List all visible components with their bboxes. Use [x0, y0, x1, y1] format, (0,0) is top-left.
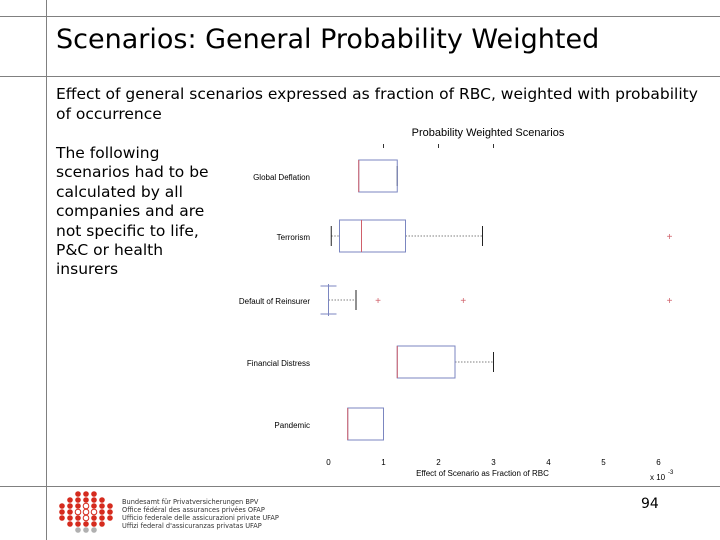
slide-body-text: The following scenarios had to be calcul… — [56, 144, 209, 279]
logo-dot — [82, 502, 90, 510]
logo-dot — [75, 515, 81, 521]
category-label: Default of Reinsurer — [239, 297, 310, 306]
footer-rule — [0, 486, 720, 487]
logo-dot — [91, 515, 97, 521]
category-label: Terrorism — [277, 233, 311, 242]
agency-line-it: Ufficio federale delle assicurazioni pri… — [122, 513, 279, 522]
x-tick-label: 4 — [546, 458, 551, 467]
logo-dot — [67, 497, 73, 503]
logo-dot — [67, 509, 73, 515]
agency-name-block: Bundesamt für Privatversicherungen BPV O… — [122, 498, 279, 531]
logo-dot — [83, 497, 89, 503]
slide-title: Scenarios: General Probability Weighted — [56, 24, 600, 55]
logo-dot — [91, 491, 97, 497]
top-rule — [0, 16, 720, 17]
vertical-rule — [46, 0, 47, 540]
logo-dot — [99, 503, 105, 509]
swiss-confederation-logo — [59, 491, 113, 533]
chart-title: Probability Weighted Scenarios — [412, 127, 565, 139]
logo-dot — [90, 508, 98, 516]
logo-dot — [107, 503, 113, 509]
logo-grid — [59, 491, 113, 533]
box — [347, 407, 384, 441]
logo-dot — [83, 527, 89, 533]
logo-dot — [75, 497, 81, 503]
x-tick-label: 5 — [601, 458, 606, 467]
outlier-marker: + — [667, 296, 673, 307]
agency-line-fr: Office fédéral des assurances privées OF… — [122, 505, 265, 514]
x-tick-label: 3 — [491, 458, 496, 467]
logo-dot — [107, 515, 113, 521]
logo-dot — [75, 491, 81, 497]
category-label: Pandemic — [274, 421, 310, 430]
logo-dot — [91, 497, 97, 503]
page-number: 94 — [641, 496, 659, 512]
logo-dot — [67, 521, 73, 527]
logo-dot — [59, 515, 65, 521]
x-tick-label: 1 — [381, 458, 386, 467]
logo-dot — [83, 491, 89, 497]
logo-dot — [91, 503, 97, 509]
x-axis-label: Effect of Scenario as Fraction of RBC — [416, 469, 549, 478]
box — [396, 345, 456, 379]
logo-dot — [75, 521, 81, 527]
logo-dot — [59, 509, 65, 515]
logo-dot — [67, 503, 73, 509]
chart-layer: Probability Weighted Scenarios Global Def… — [239, 127, 674, 482]
x-tick-label: 2 — [436, 458, 441, 467]
logo-dot — [59, 503, 65, 509]
logo-dot — [74, 508, 82, 516]
logo-dot — [83, 521, 89, 527]
x-tick-label: 0 — [326, 458, 331, 467]
logo-dot — [67, 515, 73, 521]
logo-dot — [99, 497, 105, 503]
x-multiplier: x 10 — [650, 473, 666, 482]
box — [339, 219, 406, 253]
box-plot-chart: Probability Weighted Scenarios Global Def… — [239, 127, 674, 482]
slide-subtitle: Effect of general scenarios expressed as… — [56, 85, 698, 123]
agency-line-rm: Uffizi federal d'assicuranzas privatas U… — [122, 521, 262, 530]
logo-dot — [82, 514, 90, 522]
box — [358, 159, 398, 193]
logo-dot — [99, 509, 105, 515]
x-exponent: -3 — [668, 470, 674, 476]
agency-line-de: Bundesamt für Privatversicherungen BPV — [122, 498, 259, 506]
logo-dot — [99, 515, 105, 521]
outlier-marker: + — [460, 296, 466, 307]
logo-dot — [99, 521, 105, 527]
category-label: Global Deflation — [253, 173, 310, 182]
title-rule — [0, 76, 720, 77]
logo-dot — [75, 527, 81, 533]
logo-dot — [75, 503, 81, 509]
category-label: Financial Distress — [247, 359, 310, 368]
x-tick-label: 6 — [656, 458, 661, 467]
outlier-marker: + — [375, 296, 381, 307]
outlier-marker: + — [667, 232, 673, 243]
logo-dot — [82, 508, 90, 516]
logo-dot — [107, 509, 113, 515]
logo-dot — [91, 527, 97, 533]
logo-dot — [91, 521, 97, 527]
